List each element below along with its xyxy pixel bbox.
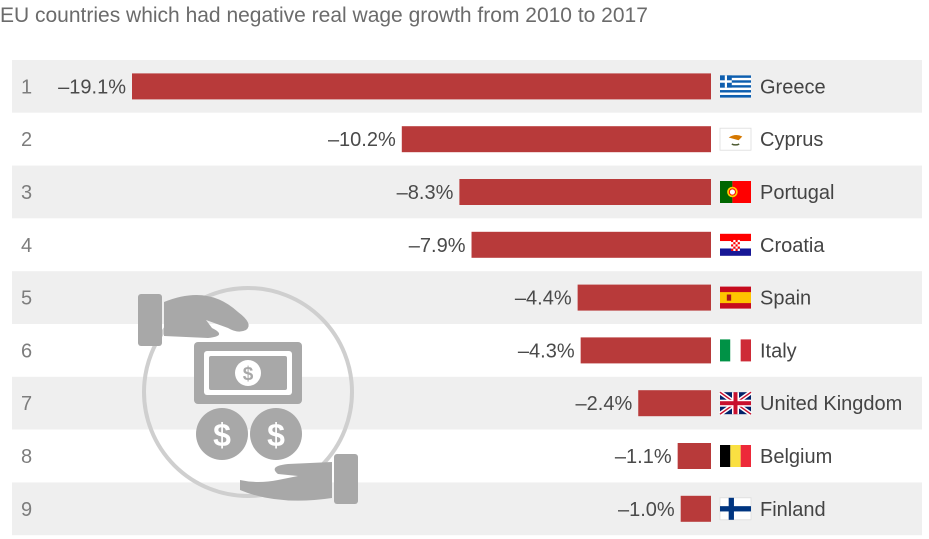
value-label: –4.4% — [515, 288, 572, 310]
country-label: Portugal — [760, 182, 835, 204]
rank-label: 8 — [21, 446, 32, 468]
country-label: Spain — [760, 288, 811, 310]
country-label: Greece — [760, 76, 826, 98]
labels: 1 –19.1% Greece 2 –10.2% Cyprus 3 –8.3% Portugal… — [21, 76, 902, 520]
rank-label: 3 — [21, 182, 32, 204]
value-label: –10.2% — [328, 129, 396, 151]
uk-flag-icon — [718, 390, 753, 417]
cyprus-flag-icon — [719, 127, 752, 151]
value-label: –1.1% — [615, 446, 672, 468]
bar-portugal — [459, 179, 711, 205]
value-label: –4.3% — [518, 340, 575, 362]
bar-spain — [577, 284, 711, 311]
country-label: United Kingdom — [760, 393, 902, 415]
rank-label: 4 — [21, 235, 32, 257]
spain-flag-icon — [720, 286, 751, 309]
rank-label: 2 — [21, 129, 32, 151]
rank-label: 5 — [21, 288, 32, 310]
portugal-flag-icon — [720, 181, 751, 203]
country-label: Italy — [760, 340, 797, 362]
value-label: –2.4% — [576, 393, 633, 415]
finland-flag-icon — [719, 497, 752, 521]
value-label: –7.9% — [409, 235, 466, 257]
bar-cyprus — [401, 126, 711, 153]
flags — [718, 75, 753, 521]
rank-label: 1 — [21, 76, 32, 98]
bar-united-kingdom — [638, 390, 711, 417]
country-label: Belgium — [760, 446, 832, 468]
chart-subtitle: EU countries which had negative real wag… — [0, 4, 648, 27]
country-label: Finland — [760, 499, 826, 521]
row-background — [12, 218, 922, 272]
bar-greece — [132, 73, 711, 100]
country-label: Croatia — [760, 235, 825, 257]
rank-label: 9 — [21, 499, 32, 521]
belgium-flag-icon — [720, 445, 751, 467]
bar-croatia — [471, 231, 711, 258]
rank-label: 7 — [21, 393, 32, 415]
bar-belgium — [677, 443, 711, 469]
italy-flag-icon — [720, 339, 751, 362]
value-label: –19.1% — [58, 76, 126, 98]
value-label: –1.0% — [618, 499, 675, 521]
country-label: Cyprus — [760, 129, 823, 151]
rank-label: 6 — [21, 340, 32, 362]
value-label: –8.3% — [397, 182, 454, 204]
bar-finland — [680, 495, 711, 522]
croatia-flag-icon — [720, 233, 751, 256]
greece-flag-icon — [720, 75, 751, 98]
bars — [132, 73, 711, 522]
bar-italy — [580, 337, 711, 364]
